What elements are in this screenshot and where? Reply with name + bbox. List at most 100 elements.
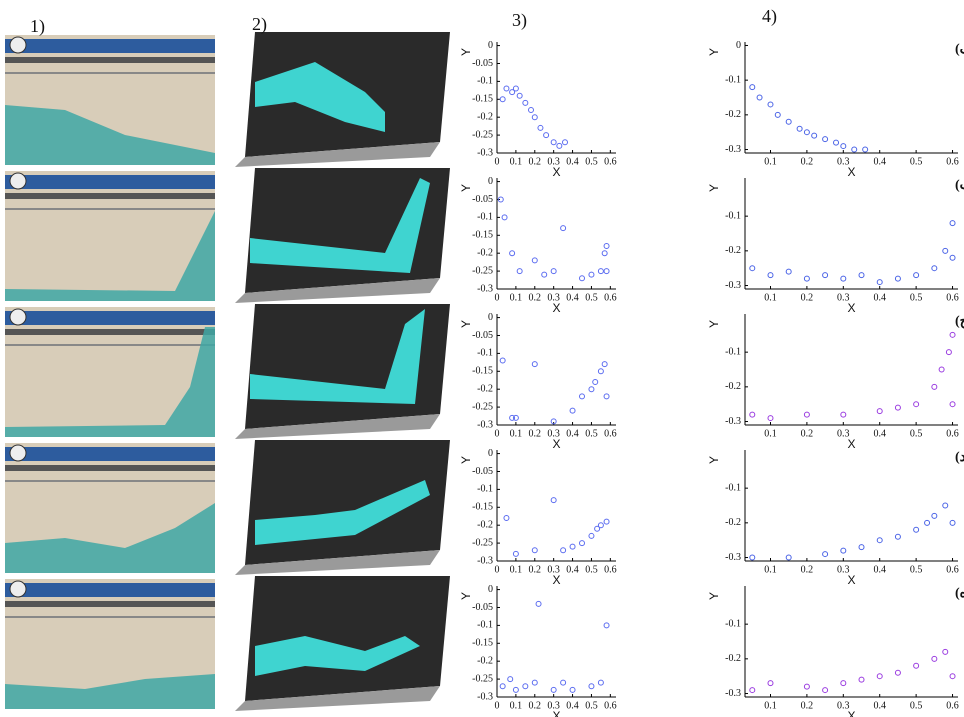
x-tick-label: 0.2 [801,428,814,439]
y-tick-label: 0 [488,312,493,323]
point [876,408,883,415]
x-axis-label: X [552,573,560,587]
point [858,544,865,551]
y-tick-label: -0.2 [725,653,741,664]
point [569,407,576,414]
render-box [245,576,450,701]
point [522,683,529,690]
x-tick-label: 0.4 [873,700,886,711]
row-label: (ه) [955,586,964,601]
point [822,272,829,279]
point [803,129,810,136]
point [894,533,901,540]
point [497,196,504,203]
point [785,268,792,275]
y-tick-label: 0 [488,40,493,51]
y-tick-label: -0.15 [472,94,493,105]
x-tick-label: 0.4 [566,700,579,711]
point [756,94,763,101]
gauge [9,308,27,326]
point [560,225,567,232]
x-tick-label: 0 [495,564,500,575]
point [588,683,595,690]
x-tick-label: 0.1 [510,564,523,575]
point [541,271,548,278]
point [749,687,756,694]
x-tick-label: 0.3 [547,292,560,303]
x-tick-label: 0.3 [837,428,850,439]
x-tick-label: 0.5 [910,292,923,303]
point [949,519,956,526]
point [597,268,604,275]
x-tick-label: 0.5 [585,156,598,167]
y-tick-label: -0.15 [472,638,493,649]
point [913,662,920,669]
x-axis-label: X [552,437,560,451]
column-label: 1) [30,16,45,37]
point [588,271,595,278]
y-tick-label: -0.1 [725,346,741,357]
point [749,411,756,418]
point [894,404,901,411]
x-tick-label: 0.1 [764,292,777,303]
column-label: 4) [762,6,777,27]
point [601,250,608,257]
y-tick-label: 0 [488,584,493,595]
y-tick-label: 0 [736,40,741,51]
point [767,415,774,422]
point [894,275,901,282]
x-axis-label: X [847,709,855,717]
gauge [9,444,27,462]
x-tick-label: 0.1 [510,292,523,303]
point [796,125,803,132]
point [945,349,952,356]
point [509,89,516,96]
x-tick-label: 0.2 [801,292,814,303]
x-tick-label: 0.5 [585,292,598,303]
point [942,247,949,254]
point [550,268,557,275]
fluid [255,62,385,132]
point [840,680,847,687]
y-axis-label: Y [707,48,721,56]
tank-top [5,39,215,53]
y-tick-label: -0.05 [472,466,493,477]
y-tick-label: -0.3 [725,552,741,563]
y-tick-label: -0.15 [472,502,493,513]
point [803,683,810,690]
point [531,547,538,554]
x-tick-label: 0.3 [837,156,850,167]
point [562,139,568,146]
point [535,600,542,607]
point [512,85,519,92]
x-tick-label: 0.2 [801,700,814,711]
point [550,139,557,146]
x-tick-label: 0.6 [946,428,959,439]
rail [5,329,215,335]
point [501,214,508,221]
y-axis-label: Y [707,592,721,600]
y-tick-label: -0.1 [477,620,493,631]
x-tick-label: 0.1 [764,564,777,575]
point [560,547,567,554]
x-tick-label: 0.6 [946,292,959,303]
y-tick-label: -0.25 [472,537,493,548]
x-axis-label: X [552,301,560,315]
point [569,543,576,550]
point [592,379,599,386]
x-tick-label: 0.4 [566,156,579,167]
point [767,680,774,687]
point [840,547,847,554]
y-tick-label: 0 [488,176,493,187]
row-label: (د) [955,450,964,465]
y-tick-label: -0.1 [725,482,741,493]
rail [5,193,215,199]
x-tick-label: 0.3 [837,700,850,711]
x-tick-label: 0.2 [529,700,542,711]
y-tick-label: -0.1 [725,618,741,629]
x-tick-label: 0.5 [910,564,923,575]
y-tick-label: -0.2 [725,245,741,256]
y-tick-label: -0.25 [472,265,493,276]
point [894,669,901,676]
images [5,32,450,711]
